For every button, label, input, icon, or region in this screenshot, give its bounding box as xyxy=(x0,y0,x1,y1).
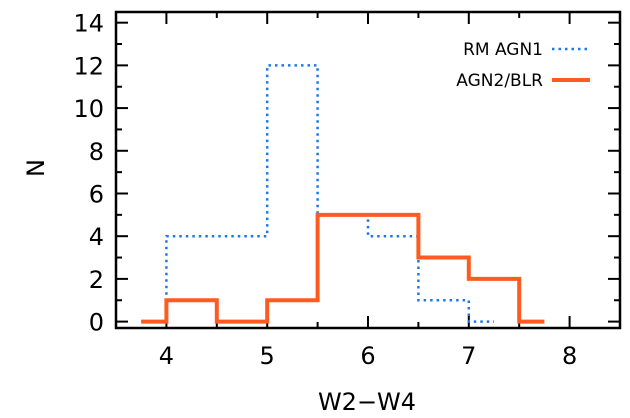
series-rm-agn1-step xyxy=(141,64,494,323)
axis-ticks xyxy=(115,12,621,328)
x-axis-title: W2−W4 xyxy=(318,388,416,416)
y-tick-label: 8 xyxy=(89,138,104,166)
y-tick-label: 0 xyxy=(89,309,104,337)
series-agn2-blr-step xyxy=(141,212,545,324)
x-tick-label: 4 xyxy=(159,342,174,370)
y-tick-label: 2 xyxy=(89,266,104,294)
y-tick-label: 10 xyxy=(73,95,104,123)
y-tick-label: 14 xyxy=(73,10,104,38)
x-tick-label: 6 xyxy=(360,342,375,370)
plot-frame xyxy=(114,10,622,330)
legend-label-agn2-blr: AGN2/BLR xyxy=(456,71,543,91)
x-tick-label: 5 xyxy=(260,342,275,370)
y-tick-label: 12 xyxy=(73,52,104,80)
y-tick-label: 6 xyxy=(89,180,104,208)
y-tick-label: 4 xyxy=(89,223,104,251)
x-tick-label: 8 xyxy=(562,342,577,370)
tick-labels: 4 5 6 7 8 0 2 4 6 8 10 12 14 xyxy=(73,10,577,370)
legend-label-rm-agn1: RM AGN1 xyxy=(463,40,543,60)
series-layer xyxy=(141,64,545,324)
y-axis-title: N xyxy=(22,159,50,177)
legend: RM AGN1 AGN2/BLR xyxy=(456,40,590,91)
x-tick-label: 7 xyxy=(461,342,476,370)
